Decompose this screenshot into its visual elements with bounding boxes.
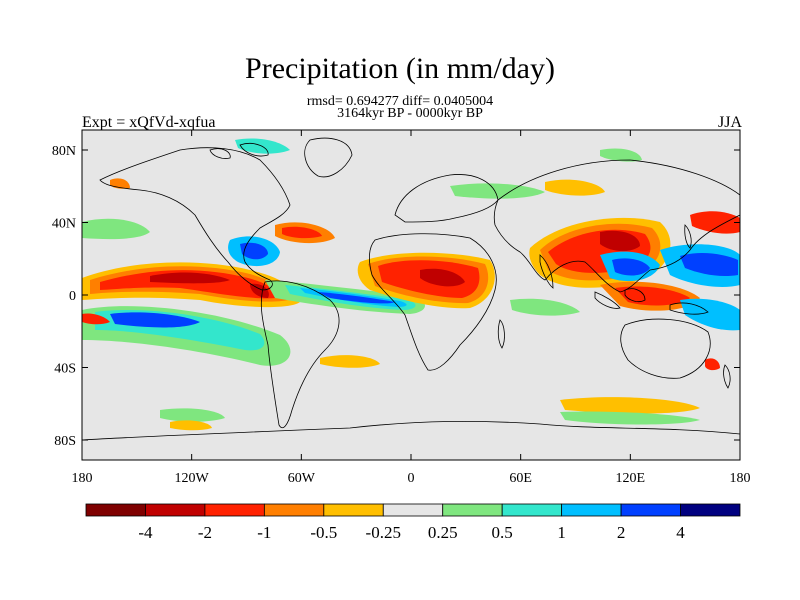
coastline-south-america <box>260 280 340 429</box>
lat-tick-label: 40S <box>54 362 76 377</box>
anomaly-region <box>82 218 150 240</box>
lon-tick-label: 60W <box>288 471 316 486</box>
anomaly-region <box>282 226 322 239</box>
lon-tick-label: 60E <box>509 471 532 486</box>
anomaly-region <box>318 292 395 304</box>
coastline-japan <box>684 224 692 249</box>
lon-tick-label: 180 <box>72 471 93 486</box>
colorbar-swatch <box>442 503 503 517</box>
colorbar-label: 2 <box>617 523 626 542</box>
coastline-antarctica <box>82 420 740 441</box>
anomaly-region <box>170 420 212 431</box>
colorbar-label: 0.25 <box>428 523 458 542</box>
map-title: Precipitation (in mm/day) <box>245 52 555 85</box>
anomaly-region <box>510 298 580 316</box>
anomaly-region <box>560 397 700 414</box>
anomaly-region <box>560 411 700 425</box>
anomaly-region <box>420 268 465 287</box>
lon-tick-label: 120E <box>616 471 646 486</box>
colorbar-swatch <box>561 503 622 517</box>
lat-tick-label: 40N <box>52 217 76 232</box>
anomaly-region <box>705 358 720 371</box>
colorbar-swatch <box>263 503 325 517</box>
anomaly-region <box>320 355 380 368</box>
anomaly-region <box>240 242 268 260</box>
colorbar-label: -1 <box>257 523 271 542</box>
colorbar-swatch <box>620 503 681 517</box>
colorbar-label: 1 <box>557 523 566 542</box>
anomaly-region <box>450 183 545 199</box>
season-label: JJA <box>717 114 742 131</box>
colorbar-label: 4 <box>676 523 685 542</box>
anomaly-region <box>612 258 650 276</box>
anomaly-region <box>100 270 277 299</box>
colorbar-label: -0.5 <box>310 523 337 542</box>
lon-tick-label: 120W <box>175 471 210 486</box>
anomaly-region <box>600 230 640 252</box>
stats-line: rmsd= 0.694277 diff= 0.0405004 <box>306 94 494 109</box>
lat-tick-label: 80S <box>54 434 76 449</box>
lon-tick-label: 0 <box>408 471 415 486</box>
colorbar-label: -0.25 <box>366 523 401 542</box>
colorbar-label: -4 <box>138 523 153 542</box>
colorbar-label: -2 <box>198 523 212 542</box>
coastlines <box>82 137 740 441</box>
anomaly-region <box>250 283 269 298</box>
coastline-asia <box>493 159 740 293</box>
coastline-sumatra <box>594 291 621 309</box>
coastline-north-america <box>99 147 291 291</box>
colorbar-swatch <box>145 503 206 517</box>
coastline-new-zealand <box>723 364 731 389</box>
colorbar: -4 -2 -1 -0.5 -0.25 0.25 0.5 1 2 4 <box>85 503 741 542</box>
coastline-india <box>539 254 554 289</box>
coastline-arctic-islands <box>209 148 231 159</box>
coastline-madagascar <box>497 319 505 349</box>
lat-tick-label: 0 <box>69 289 76 304</box>
anomaly-region <box>545 179 605 196</box>
colorbar-label: 0.5 <box>492 523 513 542</box>
colorbar-swatch <box>323 503 384 517</box>
colorbar-swatch <box>204 503 265 517</box>
anomaly-region <box>600 148 642 162</box>
colorbar-swatch <box>382 503 444 517</box>
coastline-new-guinea <box>669 302 709 315</box>
anomaly-region <box>82 313 110 325</box>
period-line: 3164kyr BP - 0000kyr BP <box>337 106 483 121</box>
latitude-axis: 80N 40N 0 40S 80S <box>52 144 740 449</box>
coastline-arctic-islands <box>239 143 269 157</box>
anomaly-region <box>680 253 738 277</box>
anomaly-region <box>150 272 230 284</box>
anomaly-region <box>160 408 225 422</box>
anomaly-region <box>110 178 130 189</box>
anomaly-region <box>680 298 740 331</box>
experiment-label: Expt = xQfVd-xqfua <box>82 114 216 131</box>
coastline-greenland <box>304 137 353 178</box>
anomaly-field <box>82 138 740 431</box>
colorbar-swatch <box>501 503 563 517</box>
longitude-axis: 180 120W 60W 0 60E 120E 180 <box>72 130 751 486</box>
anomaly-region <box>110 312 200 328</box>
lon-tick-label: 180 <box>730 471 751 486</box>
lat-tick-label: 80N <box>52 144 76 159</box>
coastline-borneo <box>624 288 646 303</box>
coastline-australia <box>620 318 711 379</box>
coastline-africa <box>368 233 497 371</box>
colorbar-swatch <box>680 503 741 517</box>
colorbar-swatch <box>85 503 146 517</box>
anomaly-region <box>690 211 740 234</box>
